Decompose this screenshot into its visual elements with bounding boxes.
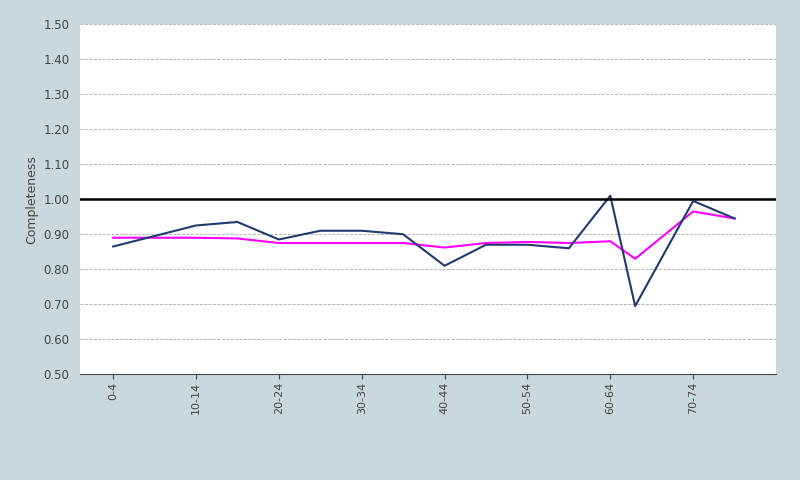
c: N(x to x+5): (5.5, 0.86): N(x to x+5): (5.5, 0.86) bbox=[564, 245, 574, 251]
c: N(x to x+5): (3.5, 0.9): N(x to x+5): (3.5, 0.9) bbox=[398, 231, 408, 237]
c: N(x to x+5): (6, 1.01): N(x to x+5): (6, 1.01) bbox=[606, 193, 615, 199]
Y-axis label: Completeness: Completeness bbox=[25, 155, 38, 244]
c: N(x to A): (4, 0.862): N(x to A): (4, 0.862) bbox=[440, 245, 450, 251]
c: N(x to x+5): (4, 0.81): N(x to x+5): (4, 0.81) bbox=[440, 263, 450, 269]
c: N(x to A): (6.3, 0.83): N(x to A): (6.3, 0.83) bbox=[630, 256, 640, 262]
c: N(x to x+5): (7, 0.995): N(x to x+5): (7, 0.995) bbox=[688, 198, 698, 204]
c: N(x to A): (7.5, 0.945): N(x to A): (7.5, 0.945) bbox=[730, 216, 739, 221]
c: N(x to x+5): (6.3, 0.695): N(x to x+5): (6.3, 0.695) bbox=[630, 303, 640, 309]
c: N(x to A): (1, 0.89): N(x to A): (1, 0.89) bbox=[191, 235, 201, 240]
c: N(x to A): (5, 0.878): N(x to A): (5, 0.878) bbox=[522, 239, 532, 245]
Legend: c: N(x to x+5), c: N(x to A): c: N(x to x+5), c: N(x to A) bbox=[283, 479, 573, 480]
Line: c: N(x to A): c: N(x to A) bbox=[113, 212, 734, 259]
c: N(x to x+5): (1.5, 0.935): N(x to x+5): (1.5, 0.935) bbox=[233, 219, 242, 225]
c: N(x to A): (1.5, 0.888): N(x to A): (1.5, 0.888) bbox=[233, 236, 242, 241]
c: N(x to x+5): (7.5, 0.945): N(x to x+5): (7.5, 0.945) bbox=[730, 216, 739, 221]
c: N(x to x+5): (2, 0.885): N(x to x+5): (2, 0.885) bbox=[274, 237, 284, 242]
c: N(x to A): (2.5, 0.875): N(x to A): (2.5, 0.875) bbox=[315, 240, 325, 246]
c: N(x to A): (5.5, 0.875): N(x to A): (5.5, 0.875) bbox=[564, 240, 574, 246]
c: N(x to x+5): (2.5, 0.91): N(x to x+5): (2.5, 0.91) bbox=[315, 228, 325, 234]
c: N(x to x+5): (4.5, 0.87): N(x to x+5): (4.5, 0.87) bbox=[482, 242, 491, 248]
Line: c: N(x to x+5): c: N(x to x+5) bbox=[113, 196, 734, 306]
c: N(x to x+5): (0, 0.865): N(x to x+5): (0, 0.865) bbox=[108, 244, 118, 250]
c: N(x to x+5): (3, 0.91): N(x to x+5): (3, 0.91) bbox=[357, 228, 366, 234]
c: N(x to x+5): (5, 0.87): N(x to x+5): (5, 0.87) bbox=[522, 242, 532, 248]
c: N(x to A): (7, 0.965): N(x to A): (7, 0.965) bbox=[688, 209, 698, 215]
c: N(x to A): (0, 0.89): N(x to A): (0, 0.89) bbox=[108, 235, 118, 240]
c: N(x to A): (6, 0.88): N(x to A): (6, 0.88) bbox=[606, 239, 615, 244]
c: N(x to A): (2, 0.875): N(x to A): (2, 0.875) bbox=[274, 240, 284, 246]
c: N(x to A): (3, 0.875): N(x to A): (3, 0.875) bbox=[357, 240, 366, 246]
c: N(x to A): (4.5, 0.875): N(x to A): (4.5, 0.875) bbox=[482, 240, 491, 246]
c: N(x to x+5): (1, 0.925): N(x to x+5): (1, 0.925) bbox=[191, 223, 201, 228]
c: N(x to A): (3.5, 0.875): N(x to A): (3.5, 0.875) bbox=[398, 240, 408, 246]
